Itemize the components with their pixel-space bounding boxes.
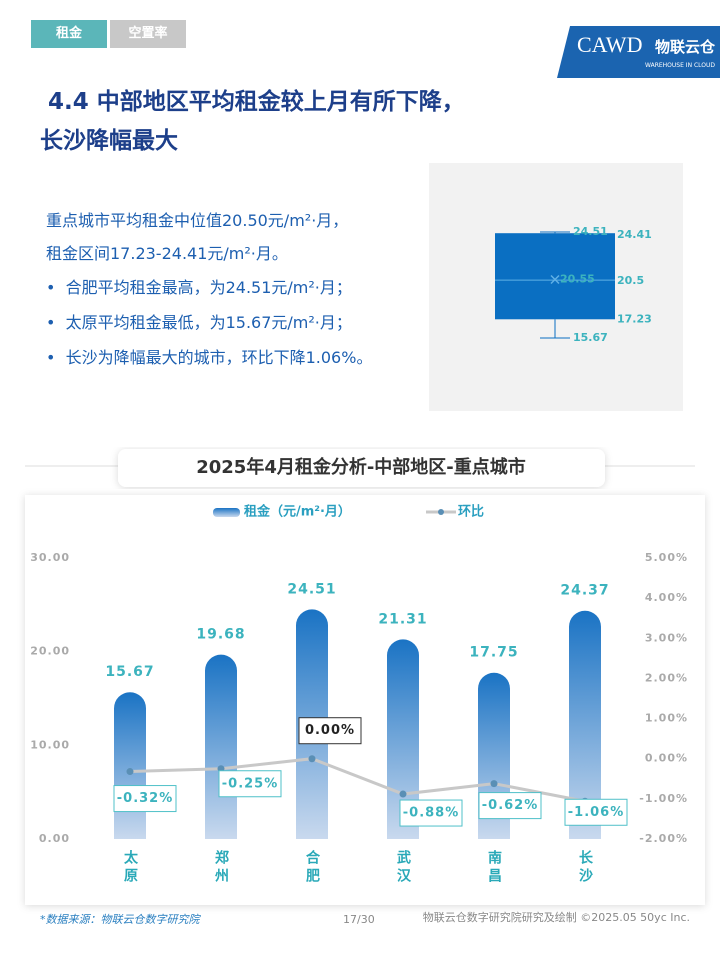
logo-subbrand: WAREHOUSE IN CLOUD — [645, 62, 716, 69]
line-label-box — [399, 799, 463, 827]
line-point — [399, 790, 407, 798]
line-value-label: -0.62% — [482, 798, 539, 813]
bullet-text: 合肥平均租金最高，为24.51元/m²·月； — [65, 278, 352, 297]
y2-tick-label: 4.00% — [645, 591, 688, 604]
logo-mark: CAWD — [577, 32, 643, 57]
x-tick-label: 南昌 — [486, 849, 502, 886]
title: 长沙降幅最大 — [40, 128, 178, 154]
tab[interactable]: 租金 — [31, 20, 107, 48]
bar-value-label: 24.51 — [287, 581, 336, 597]
y2-tick-label: -2.00% — [639, 832, 688, 845]
y2-tick-label: 5.00% — [645, 551, 688, 564]
bar — [387, 639, 419, 839]
line-label-box — [564, 798, 628, 826]
line-point — [308, 755, 316, 763]
chart-title-box — [118, 449, 605, 487]
x-tick-label: 长沙 — [577, 849, 593, 886]
line-label-box — [478, 792, 542, 820]
credit: 物联云仓数字研究院研究及绘制 ©2025.05 50yc Inc. — [423, 910, 690, 924]
x-tick-label: 合肥 — [304, 849, 320, 886]
y2-tick-label: -1.00% — [639, 792, 688, 805]
bar — [114, 692, 146, 839]
line-value-label: -1.06% — [568, 805, 625, 820]
box-label: 20.5 — [617, 274, 644, 287]
line-value-label: -0.32% — [117, 791, 174, 806]
bullet-text: 长沙为降幅最大的城市，环比下降1.06%。 — [65, 348, 373, 367]
summary-line: 重点城市平均租金中位值20.50元/m²·月， — [46, 211, 349, 230]
box-label: 24.41 — [617, 228, 652, 241]
y-tick-label: 10.00 — [30, 738, 70, 751]
legend-swatch — [438, 509, 444, 515]
line-point — [490, 780, 498, 788]
bar — [569, 610, 601, 839]
box-label: 24.51 — [573, 225, 608, 238]
bar-value-label: 24.37 — [560, 583, 609, 599]
x-tick-label: 太原 — [122, 849, 138, 886]
line-label-box — [113, 785, 177, 813]
box-label: 15.67 — [573, 331, 608, 344]
bullet: • 太原平均租金最低，为15.67元/m²·月； — [46, 313, 352, 332]
line-label-box — [218, 770, 282, 798]
bar-value-label: 17.75 — [469, 645, 518, 661]
summary-line: 租金区间17.23-24.41元/m²·月。 — [46, 244, 288, 263]
line-label-box — [298, 717, 362, 745]
bar-value-label: 15.67 — [105, 664, 154, 680]
box — [495, 233, 615, 320]
line-value-label: -0.88% — [403, 806, 460, 821]
line-value-label: 0.00% — [305, 723, 355, 738]
y-tick-label: 20.00 — [30, 645, 70, 658]
y2-tick-label: 0.00% — [645, 752, 688, 765]
x-tick-label: 武汉 — [395, 849, 411, 886]
page-number: 17/30 — [343, 913, 375, 926]
source: *数据来源：物联云仓数字研究院 — [40, 913, 201, 926]
line-point — [126, 768, 134, 776]
line-value-label: -0.25% — [222, 776, 279, 791]
y2-tick-label: 2.00% — [645, 671, 688, 684]
y-tick-label: 30.00 — [30, 551, 70, 564]
logo-brand: 物联云仓 — [655, 38, 716, 56]
bullet-text: 太原平均租金最低，为15.67元/m²·月； — [65, 313, 352, 332]
logo: CAWD 物联云仓 WAREHOUSE IN CLOUD — [557, 26, 720, 78]
box-label: 17.23 — [617, 312, 652, 325]
bullet: • 长沙为降幅最大的城市，环比下降1.06%。 — [46, 348, 373, 367]
y-tick-label: 0.00 — [39, 832, 70, 845]
y2-tick-label: 3.00% — [645, 631, 688, 644]
title: 4.4 中部地区平均租金较上月有所下降， — [48, 89, 465, 115]
bar-value-label: 19.68 — [196, 627, 245, 643]
y2-tick-label: 1.00% — [645, 712, 688, 725]
legend-label: 环比 — [458, 504, 484, 520]
mean-marker — [550, 274, 560, 285]
tab[interactable]: 空置率 — [110, 20, 186, 48]
legend-swatch — [213, 508, 240, 517]
chart-title: 2025年4月租金分析-中部地区-重点城市 — [196, 456, 526, 478]
box-label: 20.55 — [560, 272, 595, 285]
line — [129, 757, 586, 803]
bar-value-label: 21.31 — [378, 611, 427, 627]
bar — [205, 654, 237, 839]
x-tick-label: 郑州 — [213, 849, 230, 886]
bullet: • 合肥平均租金最高，为24.51元/m²·月； — [46, 278, 352, 297]
legend-label: 租金（元/m²·月） — [244, 504, 351, 520]
